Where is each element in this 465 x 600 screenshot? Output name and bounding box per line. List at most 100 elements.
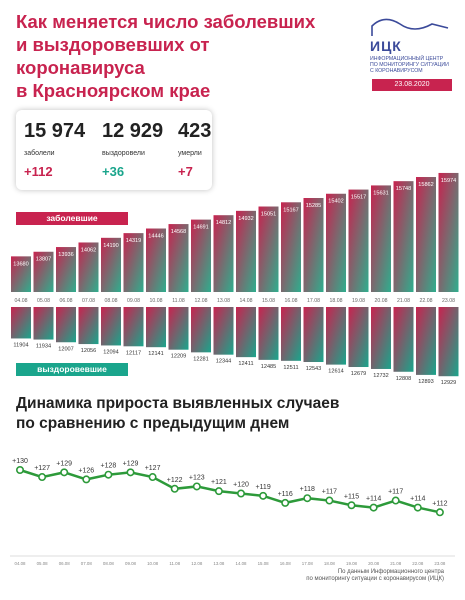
logo-subtitle-line: С КОРОНАВИРУСОМ: [370, 68, 423, 74]
line-date-tick-label: 07.08: [81, 561, 93, 566]
sick-bar: [236, 210, 256, 292]
sick-bar: [146, 228, 166, 292]
line-point-label: +117: [322, 489, 337, 496]
line-point-label: +126: [78, 467, 94, 474]
line-date-tick-label: 05.08: [37, 561, 49, 566]
date-tick-label: 20.08: [375, 298, 388, 304]
recovered-bar-label: 12893: [418, 379, 434, 385]
recovered-bar-label: 12007: [58, 346, 74, 352]
recovered-bar: [33, 307, 54, 340]
line-point-label: +127: [145, 465, 161, 472]
line-point-label: +115: [344, 493, 359, 500]
date-tick-label: 06.08: [60, 298, 73, 304]
line-point: [82, 475, 91, 484]
line-points: +130 +127 +129 +126 +128 +129 +127 +122 +123 +121…: [12, 458, 448, 517]
line-date-tick-label: 14.08: [236, 561, 248, 566]
sick-bar-label: 15631: [373, 190, 389, 196]
sick-bar-label: 13680: [13, 261, 29, 267]
sick-bar: [371, 185, 391, 292]
line-point-label: +129: [56, 460, 72, 467]
date-tick-label: 10.08: [150, 298, 163, 304]
line-point-label: +121: [211, 479, 227, 486]
line-point-label: +112: [432, 500, 447, 507]
sick-bar-label: 14190: [103, 243, 119, 249]
summary-card: 15 974 заболели +112 12 929 выздоровели …: [16, 110, 212, 190]
footnote-line: По данным Информационного центра: [337, 569, 444, 575]
recovered-bar: [348, 307, 369, 368]
recovered-bar: [438, 307, 459, 377]
date-tick-label: 13.08: [217, 298, 230, 304]
line-point: [126, 468, 135, 477]
sick-bar: [168, 224, 189, 292]
line-date-tick-label: 06.08: [59, 561, 71, 566]
recovered-bar-label: 12679: [351, 371, 367, 377]
recovered-bar: [416, 307, 436, 375]
recovered-bar-label: 12929: [441, 380, 457, 386]
line-chart-title: Динамика прироста выявленных случаев по …: [16, 394, 446, 434]
sick-bar: [56, 247, 76, 292]
sick-bar: [393, 181, 414, 292]
stat-died-delta: +7: [178, 164, 193, 179]
recovered-bar-label: 12056: [81, 348, 97, 354]
date-tick-label: 04.08: [15, 298, 28, 304]
recovered-bar: [146, 307, 166, 348]
line-point-label: +117: [388, 489, 403, 496]
line-date-tick-label: 19.08: [346, 561, 358, 566]
line-date-tick-label: 09.08: [125, 561, 137, 566]
line-chart-title-line: Динамика прироста выявленных случаев: [16, 395, 340, 412]
recovered-bar: [236, 307, 256, 358]
sick-bar: [101, 237, 121, 292]
logo-name: ИЦК: [370, 38, 402, 54]
sick-bar-label: 14062: [81, 247, 97, 253]
line-date-tick-label: 22.08: [412, 561, 424, 566]
stat-sick-delta: +112: [24, 164, 53, 179]
date-tick-label: 12.08: [195, 298, 208, 304]
sick-bar-label: 14812: [216, 220, 232, 226]
sick-bar-label: 14691: [193, 225, 209, 231]
stat-died-value: 423: [178, 120, 212, 142]
line-point: [214, 487, 223, 496]
date-tick-label: 08.08: [105, 298, 118, 304]
recovered-bar: [258, 307, 279, 360]
sick-bar: [11, 256, 31, 292]
recovered-bars: 11904 11934 12007 12056 12094 12117 12141 12209…: [11, 307, 459, 386]
line-point: [325, 496, 334, 505]
sick-bar-label: 15051: [261, 212, 277, 218]
date-tick-label: 14.08: [240, 298, 253, 304]
sick-bar: [326, 193, 346, 292]
stat-recovered-delta: +36: [102, 164, 125, 179]
line-point: [15, 465, 24, 474]
recovered-bar-label: 12411: [238, 361, 253, 367]
line-point-label: +114: [366, 496, 381, 503]
sick-bar: [78, 242, 99, 292]
footnote: По данным Информационного центра по мони…: [240, 569, 444, 583]
line-date-tick-label: 08.08: [103, 561, 115, 566]
recovered-bar: [326, 307, 346, 365]
line-date-tick-label: 23.08: [434, 561, 446, 566]
sick-bar: [348, 189, 369, 292]
line-point-label: +127: [34, 465, 50, 472]
title-line: и выздоровевших от коронавируса: [16, 34, 210, 78]
sick-tag: заболевшие: [16, 212, 128, 225]
line-point: [38, 473, 47, 482]
footnote-line: по мониторингу ситуации с коронавирусом …: [306, 576, 444, 582]
title-line: в Красноярском крае: [16, 80, 211, 101]
sick-bars: 13680 13807 13936 14062 14190 14319 14446 14568…: [11, 172, 459, 292]
line-point: [347, 501, 356, 510]
sick-bar: [416, 177, 436, 292]
line-date-tick-label: 17.08: [302, 561, 314, 566]
date-tick-label: 22.08: [420, 298, 433, 304]
date-tick-label: 15.08: [262, 298, 275, 304]
line-point-label: +128: [101, 463, 117, 470]
line-date-tick-label: 10.08: [147, 561, 159, 566]
recovered-bar-label: 12209: [171, 354, 187, 360]
date-tick-label: 23.08: [442, 298, 455, 304]
recovered-bar: [11, 307, 31, 339]
sick-bar-label: 15974: [441, 178, 457, 184]
line-point: [281, 498, 290, 507]
recovered-bar-label: 12141: [148, 351, 164, 357]
line-chart-title-line: по сравнению с предыдущим днем: [16, 415, 290, 432]
sick-bar-label: 13936: [58, 252, 74, 258]
line-date-tick-label: 13.08: [213, 561, 225, 566]
line-date-tick-label: 16.08: [280, 561, 292, 566]
